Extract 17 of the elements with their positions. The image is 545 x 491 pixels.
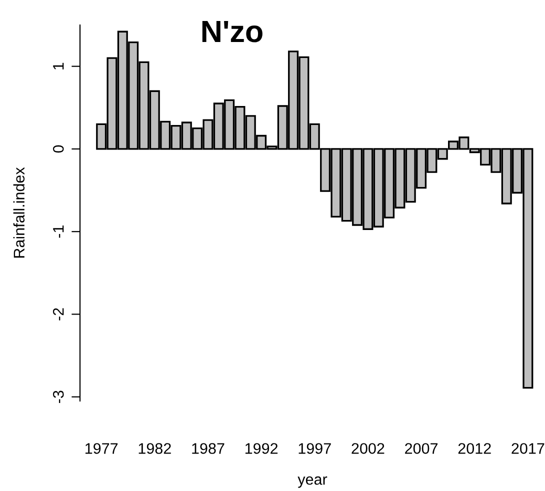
x-tick-label: 2012 (458, 443, 491, 454)
y-tick-label: 1 (53, 62, 64, 70)
x-tick-label: 1977 (86, 443, 118, 454)
y-tick-label: 0 (52, 145, 64, 153)
x-tick-label: 2002 (352, 443, 384, 454)
x-axis-title: year (298, 476, 328, 488)
x-tick-label: 1997 (298, 443, 331, 454)
x-tick-label: 1987 (192, 443, 224, 454)
x-tick-label: 1992 (245, 443, 278, 454)
y-tick-label: -3 (52, 390, 64, 403)
x-tick-label: 1982 (138, 443, 171, 454)
y-tick-label: -2 (52, 308, 64, 320)
x-tick-label: 2017 (512, 443, 544, 454)
chart-title: N'zo (202, 20, 262, 42)
x-tick-label: 2007 (405, 443, 438, 454)
y-tick-label: -1 (53, 226, 64, 238)
y-axis-title: Rainfall.index (13, 167, 25, 258)
